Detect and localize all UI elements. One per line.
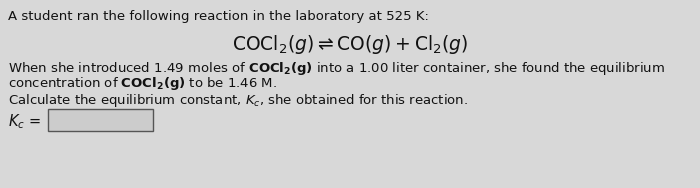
Text: $\mathrm{COCl_2}(g) \rightleftharpoons \mathrm{CO}(g) + \mathrm{Cl_2}(g)$: $\mathrm{COCl_2}(g) \rightleftharpoons \…	[232, 33, 468, 56]
FancyBboxPatch shape	[48, 109, 153, 131]
Text: concentration of $\mathbf{COCl_2}$$\mathbf{(g)}$ to be 1.46 M.: concentration of $\mathbf{COCl_2}$$\math…	[8, 75, 277, 92]
Text: A student ran the following reaction in the laboratory at 525 K:: A student ran the following reaction in …	[8, 10, 429, 23]
Text: When she introduced 1.49 moles of $\mathbf{COCl_2}$$\mathbf{(g)}$ into a 1.00 li: When she introduced 1.49 moles of $\math…	[8, 60, 665, 77]
Text: $K_c$ =: $K_c$ =	[8, 112, 41, 131]
Text: Calculate the equilibrium constant, $K_c$, she obtained for this reaction.: Calculate the equilibrium constant, $K_c…	[8, 92, 468, 109]
